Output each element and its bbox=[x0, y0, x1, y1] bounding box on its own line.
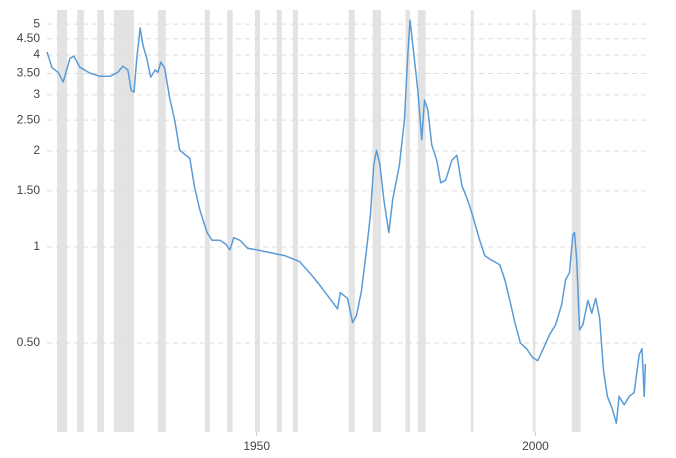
recession-band bbox=[157, 10, 166, 432]
y-tick-label: 2 bbox=[33, 143, 40, 157]
recession-band bbox=[254, 10, 261, 432]
recession-band bbox=[417, 10, 426, 432]
y-tick-label: 4.50 bbox=[17, 31, 41, 45]
recession-band bbox=[57, 10, 68, 432]
y-tick-label: 4 bbox=[33, 47, 40, 61]
recession-band bbox=[113, 10, 134, 432]
x-tick-label: 1950 bbox=[243, 439, 270, 453]
recession-band bbox=[571, 10, 581, 432]
price-line bbox=[46, 19, 647, 425]
y-tick-label: 5 bbox=[33, 16, 40, 30]
recession-band bbox=[204, 10, 210, 432]
recession-band bbox=[227, 10, 233, 432]
x-tick-label: 2000 bbox=[522, 439, 549, 453]
recession-band bbox=[348, 10, 355, 432]
recession-band bbox=[97, 10, 104, 432]
y-tick-label: 0.50 bbox=[17, 335, 41, 349]
y-tick-label: 1 bbox=[33, 239, 40, 253]
recession-band bbox=[77, 10, 84, 432]
recession-band bbox=[372, 10, 382, 432]
y-tick-label: 3.50 bbox=[17, 66, 41, 80]
y-tick-label: 3 bbox=[33, 87, 40, 101]
y-tick-label: 2.50 bbox=[17, 112, 41, 126]
recession-band bbox=[405, 10, 411, 432]
recession-band bbox=[292, 10, 298, 432]
recession-band bbox=[470, 10, 474, 432]
y-tick-label: 1.50 bbox=[17, 183, 41, 197]
recession-band bbox=[276, 10, 282, 432]
recession-band bbox=[532, 10, 536, 432]
